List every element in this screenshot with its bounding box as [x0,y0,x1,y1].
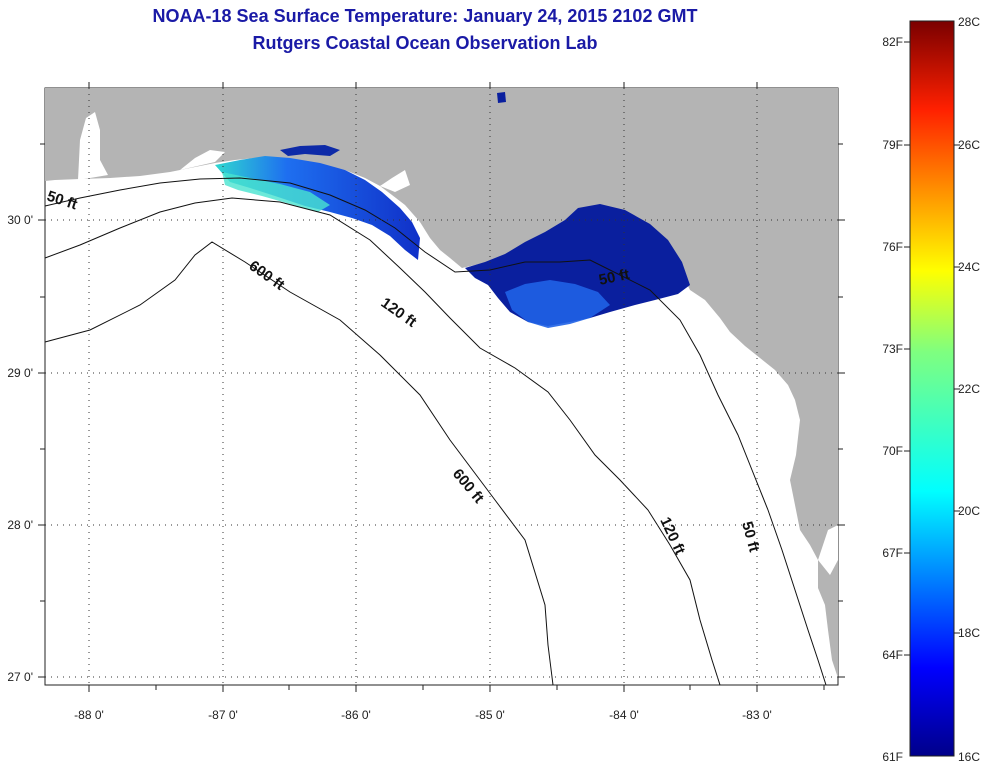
contour-50ft [44,177,827,686]
lat-label-30: 30 0' [7,213,33,227]
lon-label-88: -88 0' [74,708,104,722]
lat-label-29: 29 0' [7,366,33,380]
colorbar-f-64: 64F [882,648,903,662]
colorbar-c-20: 20C [958,504,980,518]
land-mass [45,88,838,678]
contour-label-bigbend-50: 50 ft [597,266,631,289]
lat-label-28: 28 0' [7,518,33,532]
colorbar-c-28: 28C [958,15,980,29]
sst-west-cyan [222,172,330,212]
map-title: NOAA-18 Sea Surface Temperature: January… [152,6,698,26]
lat-label-27: 27 0' [7,670,33,684]
colorbar-f-73: 73F [882,342,903,356]
depth-contours [44,177,827,686]
colorbar-f-82: 82F [882,35,903,49]
lon-label-87: -87 0' [208,708,238,722]
colorbar-f-79: 79F [882,138,903,152]
mobile-bay [78,112,108,180]
map-subtitle: Rutgers Coastal Ocean Observation Lab [252,33,598,53]
sst-bigbend-light [505,280,610,328]
colorbar-c-22: 22C [958,382,980,396]
lon-label-83: -83 0' [742,708,772,722]
lon-label-85: -85 0' [475,708,505,722]
sst-coast-strip [280,145,340,156]
colorbar-f-61: 61F [882,750,903,764]
colorbar [909,20,955,757]
colorbar-f-76: 76F [882,240,903,254]
lon-label-84: -84 0' [609,708,639,722]
colorbar-ticks [904,41,960,656]
colorbar-c-18: 18C [958,626,980,640]
lon-label-86: -86 0' [341,708,371,722]
apalachee-inlet [380,170,410,192]
graticule [45,88,838,685]
sst-north-speck [497,92,506,103]
contour-120ft [44,197,721,686]
southwest-bay [818,525,838,575]
colorbar-f-67: 67F [882,546,903,560]
colorbar-c-24: 24C [958,260,980,274]
colorbar-f-70: 70F [882,444,903,458]
axis-ticks [38,82,845,692]
pensacola-bay [180,150,225,170]
contour-600ft [44,241,554,686]
colorbar-c-16: 16C [958,750,980,764]
colorbar-c-26: 26C [958,138,980,152]
